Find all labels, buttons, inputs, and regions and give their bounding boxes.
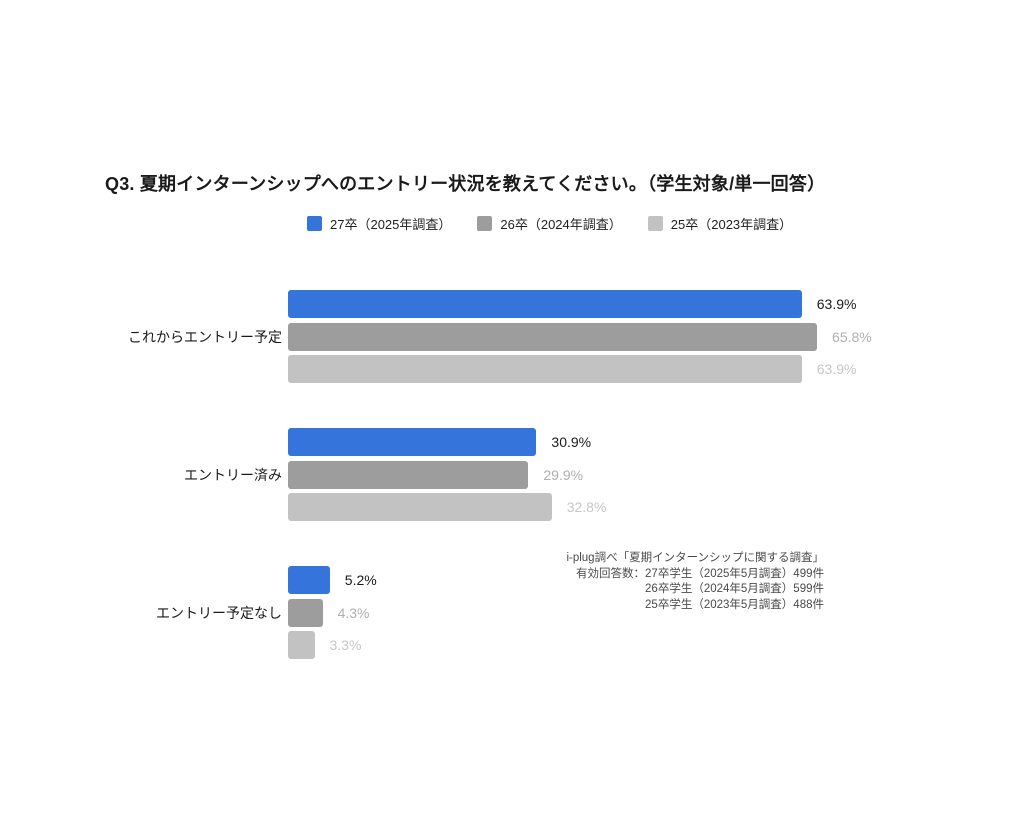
footnote-line: 有効回答数：27卒学生（2025年5月調査）499件: [576, 567, 824, 580]
value-label: 5.2%: [344, 572, 377, 588]
legend-item: 26卒（2024年調査）: [477, 214, 622, 233]
bar: [288, 493, 552, 521]
bar-row: 30.9%: [288, 428, 1024, 456]
legend-label: 25卒（2023年調査）: [670, 217, 793, 232]
bar-row: 29.9%: [288, 460, 1024, 489]
bar: [288, 428, 537, 456]
bar-row: 63.9%: [288, 290, 1024, 318]
bar: [288, 631, 315, 659]
bar-row: 3.3%: [288, 631, 1024, 659]
bar-chart: これからエントリー予定 63.9% 65.8% 63.9% エントリー済み 30.9% 29…: [0, 290, 1024, 704]
bar: [288, 355, 802, 383]
bar-row: 32.8%: [288, 493, 1024, 521]
value-label: 63.9%: [816, 296, 857, 312]
footnote-line: 26卒学生（2024年5月調査）599件: [645, 583, 824, 595]
value-label: 4.3%: [337, 604, 370, 621]
value-label: 65.8%: [832, 328, 872, 345]
category-group: エントリー予定なし 5.2% 4.3% 3.3%: [0, 566, 1024, 659]
category-bars: 63.9% 65.8% 63.9%: [288, 290, 1024, 383]
bar-row: 4.3%: [288, 598, 1024, 627]
legend: 27卒（2025年調査） 26卒（2024年調査） 25卒（2023年調査）: [307, 214, 792, 233]
legend-label: 27卒（2025年調査）: [330, 217, 452, 232]
category-group: エントリー済み 30.9% 29.9% 32.8%: [0, 428, 1024, 521]
value-label: 63.9%: [816, 361, 857, 377]
legend-label: 26卒（2024年調査）: [500, 217, 622, 232]
legend-swatch-icon: [647, 216, 663, 231]
footnote-line: 25卒学生（2023年5月調査）488件: [645, 598, 824, 611]
legend-swatch-icon: [477, 216, 493, 231]
category-label: これからエントリー予定: [128, 328, 282, 345]
category-label: エントリー予定なし: [156, 604, 282, 621]
bar: [288, 566, 330, 594]
legend-swatch-icon: [307, 216, 322, 231]
legend-item: 27卒（2025年調査）: [307, 214, 451, 233]
legend-item: 25卒（2023年調査）: [647, 214, 793, 233]
bar: [288, 598, 323, 627]
value-label: 32.8%: [566, 499, 607, 515]
category-group: これからエントリー予定 63.9% 65.8% 63.9%: [0, 290, 1024, 383]
value-label: 30.9%: [551, 434, 592, 450]
bar: [288, 322, 818, 351]
footnote: i-plug調べ「夏期インターンシップに関する調査」 有効回答数：27卒学生（2…: [566, 551, 824, 613]
value-label: 29.9%: [543, 466, 584, 483]
bar-row: 63.9%: [288, 355, 1024, 383]
bar-row: 5.2%: [288, 566, 1024, 594]
bar: [288, 460, 529, 489]
value-label: 3.3%: [329, 637, 362, 653]
bar-row: 65.8%: [288, 322, 1024, 351]
category-label: エントリー済み: [184, 466, 282, 483]
category-bars: 5.2% 4.3% 3.3%: [288, 566, 1024, 659]
bar: [288, 290, 802, 318]
page-title: Q3. 夏期インターンシップへのエントリー状況を教えてください。（学生対象/単一…: [105, 174, 826, 194]
category-bars: 30.9% 29.9% 32.8%: [288, 428, 1024, 521]
footnote-line: i-plug調べ「夏期インターンシップに関する調査」: [566, 552, 824, 564]
